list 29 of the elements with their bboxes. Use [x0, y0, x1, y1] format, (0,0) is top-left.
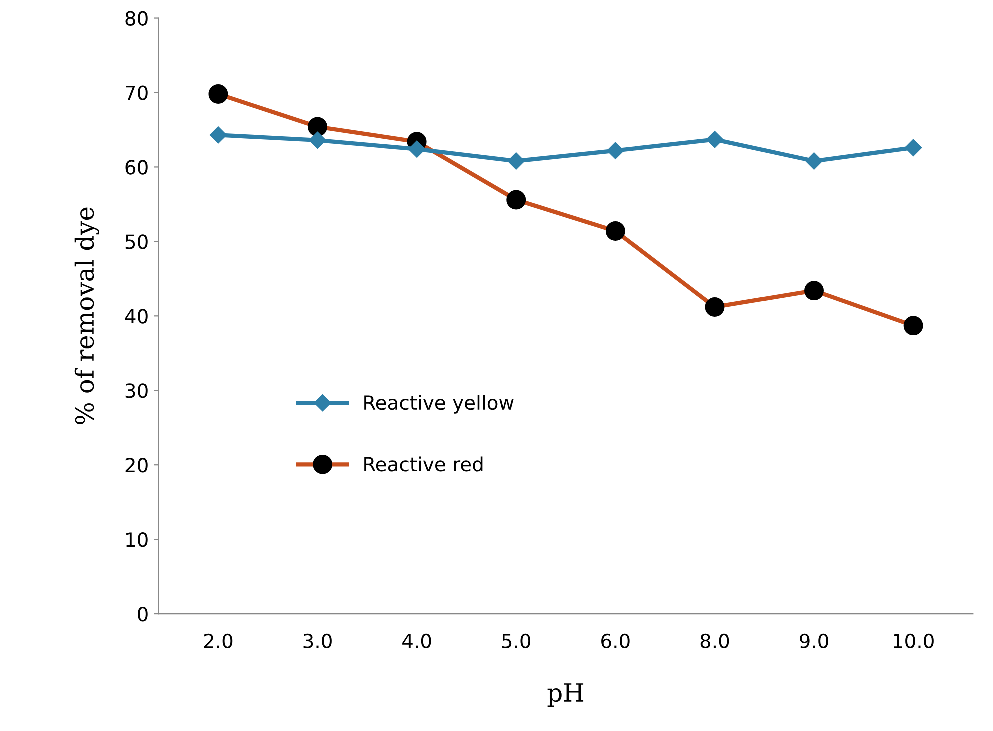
x-tick-label: 6.0 — [602, 634, 630, 649]
point — [706, 131, 724, 148]
x-tick-label: 4.0 — [402, 634, 432, 649]
point — [607, 142, 624, 160]
y-tick-label: 70 — [126, 86, 148, 100]
y-axis-title: % of removal dye — [74, 208, 100, 424]
point — [309, 132, 326, 149]
point — [905, 139, 922, 156]
x-tick-label: 10.0 — [894, 634, 934, 649]
point — [806, 152, 823, 170]
legend-label: Reactive yellow — [364, 395, 514, 414]
point — [408, 140, 426, 158]
y-tick-label: 20 — [126, 458, 148, 473]
legend-label: Reactive red — [364, 456, 483, 472]
y-tick-label: 50 — [126, 234, 148, 250]
x-tick-label: 3.0 — [304, 634, 332, 649]
x-tick-label: 8.0 — [700, 634, 730, 649]
point — [508, 152, 525, 170]
y-tick-label: 40 — [125, 309, 148, 324]
x-tick-label: 5.0 — [502, 634, 531, 649]
y-tick-label: 0 — [138, 606, 148, 622]
y-tick-label: 30 — [126, 384, 148, 398]
x-tick-label: 9.0 — [800, 634, 828, 649]
y-tick-label: 60 — [126, 160, 148, 175]
x-axis-title: pH — [548, 684, 584, 708]
y-tick-label: 80 — [126, 11, 148, 26]
point — [210, 126, 228, 144]
y-tick-label: 10 — [126, 532, 148, 548]
x-tick-label: 2.0 — [204, 634, 233, 649]
